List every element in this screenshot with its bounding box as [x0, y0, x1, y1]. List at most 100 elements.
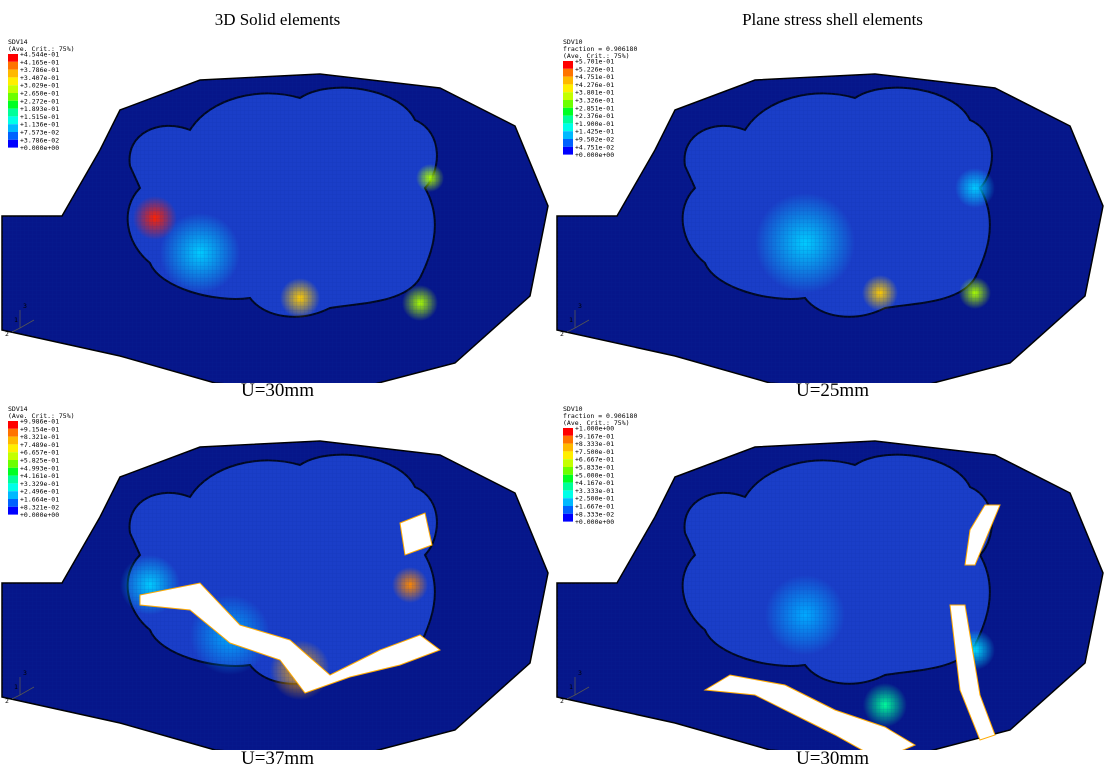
legend-level: +1.900e-01	[575, 120, 614, 128]
mesh	[557, 74, 1103, 383]
legend-level: +4.751e-01	[575, 73, 614, 81]
legend-level: +8.333e-01	[575, 440, 614, 448]
legend-level: +1.664e-01	[20, 496, 59, 504]
figure: 3D Solid elements Plane stress shell ele…	[0, 0, 1110, 776]
mesh	[2, 441, 548, 750]
legend-swatch	[8, 452, 18, 460]
legend-swatch	[8, 109, 18, 117]
legend-level: +5.833e-01	[575, 464, 614, 472]
triad-label: 1	[569, 683, 573, 691]
legend-level: +7.573e-02	[20, 129, 59, 137]
legend-level: +3.786e-02	[20, 136, 59, 144]
caption: U=25mm	[555, 380, 1110, 402]
legend-swatch	[8, 132, 18, 140]
legend-level: +4.993e-01	[20, 464, 59, 472]
triad-label: 3	[23, 669, 27, 677]
legend-level: +9.154e-01	[20, 425, 59, 433]
caption: U=30mm	[555, 748, 1110, 770]
legend-level: +3.329e-01	[20, 480, 59, 488]
legend-level: +0.000e+00	[20, 511, 59, 519]
legend-swatch	[563, 147, 573, 155]
legend-swatch	[8, 460, 18, 468]
legend-level: +1.000e+00	[575, 425, 614, 433]
legend-swatch	[8, 476, 18, 484]
legend-level: +0.000e+00	[575, 151, 614, 159]
legend-level: +6.657e-01	[20, 449, 59, 457]
legend-swatch	[563, 84, 573, 92]
legend-swatch	[563, 475, 573, 483]
triad-label: 2	[5, 330, 9, 338]
legend-level: +1.425e-01	[575, 128, 614, 136]
panel: SDV14(Ave. Crit.: 75%)+9.986e-01+9.154e-…	[0, 405, 555, 750]
legend-level: +8.333e-02	[575, 510, 614, 518]
legend-swatch	[563, 506, 573, 514]
legend-level: +4.165e-01	[20, 58, 59, 66]
mesh	[2, 74, 548, 383]
legend-level: +3.326e-01	[575, 97, 614, 105]
legend-swatch	[8, 124, 18, 132]
legend-swatch	[563, 131, 573, 139]
legend-swatch	[563, 139, 573, 147]
legend-level: +9.986e-01	[20, 418, 59, 426]
legend-level: +8.321e-02	[20, 503, 59, 511]
legend-swatch	[563, 451, 573, 459]
legend-swatch	[8, 93, 18, 101]
caption: U=30mm	[0, 380, 555, 402]
legend-level: +2.650e-01	[20, 90, 59, 98]
legend-swatch	[563, 92, 573, 100]
legend-level: +3.333e-01	[575, 487, 614, 495]
legend-level: +2.272e-01	[20, 97, 59, 105]
legend-swatch	[8, 483, 18, 491]
legend-level: +1.136e-01	[20, 121, 59, 129]
legend-swatch	[8, 77, 18, 85]
legend-level: +9.502e-02	[575, 136, 614, 144]
legend-level: +1.667e-01	[575, 503, 614, 511]
legend-swatch	[8, 101, 18, 109]
triad-label: 3	[578, 302, 582, 310]
legend-swatch	[563, 498, 573, 506]
legend-level: +5.000e-01	[575, 471, 614, 479]
triad-label: 1	[569, 316, 573, 324]
legend-swatch	[563, 490, 573, 498]
triad-label: 3	[578, 669, 582, 677]
triad-label: 3	[23, 302, 27, 310]
caption: U=37mm	[0, 748, 555, 770]
legend-swatch	[563, 514, 573, 522]
legend-swatch	[8, 54, 18, 62]
legend-level: +7.489e-01	[20, 441, 59, 449]
legend-swatch	[563, 69, 573, 77]
triad-label: 2	[560, 697, 564, 705]
legend-swatch	[8, 429, 18, 437]
legend-level: +4.276e-01	[575, 81, 614, 89]
legend-swatch	[8, 70, 18, 78]
legend-swatch	[8, 468, 18, 476]
triad-label: 1	[14, 683, 18, 691]
legend-swatch	[8, 437, 18, 445]
legend-swatch	[8, 140, 18, 148]
legend-level: +2.496e-01	[20, 488, 59, 496]
legend-level: +4.544e-01	[20, 51, 59, 59]
legend-level: +3.029e-01	[20, 82, 59, 90]
fem-contour-plot: SDV14(Ave. Crit.: 75%)+4.544e-01+4.165e-…	[0, 38, 555, 383]
legend-swatch	[8, 444, 18, 452]
fem-contour-plot: SDV14(Ave. Crit.: 75%)+9.986e-01+9.154e-…	[0, 405, 555, 750]
legend-swatch	[563, 77, 573, 85]
legend-swatch	[563, 428, 573, 436]
triad-label: 2	[560, 330, 564, 338]
legend-swatch	[8, 85, 18, 93]
legend-swatch	[8, 507, 18, 515]
panel: SDV10fraction = 0.906180(Ave. Crit.: 75%…	[555, 38, 1110, 383]
legend-swatch	[8, 62, 18, 70]
legend-level: +1.893e-01	[20, 105, 59, 113]
legend-level: +2.376e-01	[575, 112, 614, 120]
legend-level: +0.000e+00	[20, 144, 59, 152]
legend-level: +0.000e+00	[575, 518, 614, 526]
legend-swatch	[563, 467, 573, 475]
legend-level: +3.786e-01	[20, 66, 59, 74]
legend-level: +2.500e-01	[575, 495, 614, 503]
legend-swatch	[563, 108, 573, 116]
legend-swatch	[563, 123, 573, 131]
legend-level: +8.321e-01	[20, 433, 59, 441]
